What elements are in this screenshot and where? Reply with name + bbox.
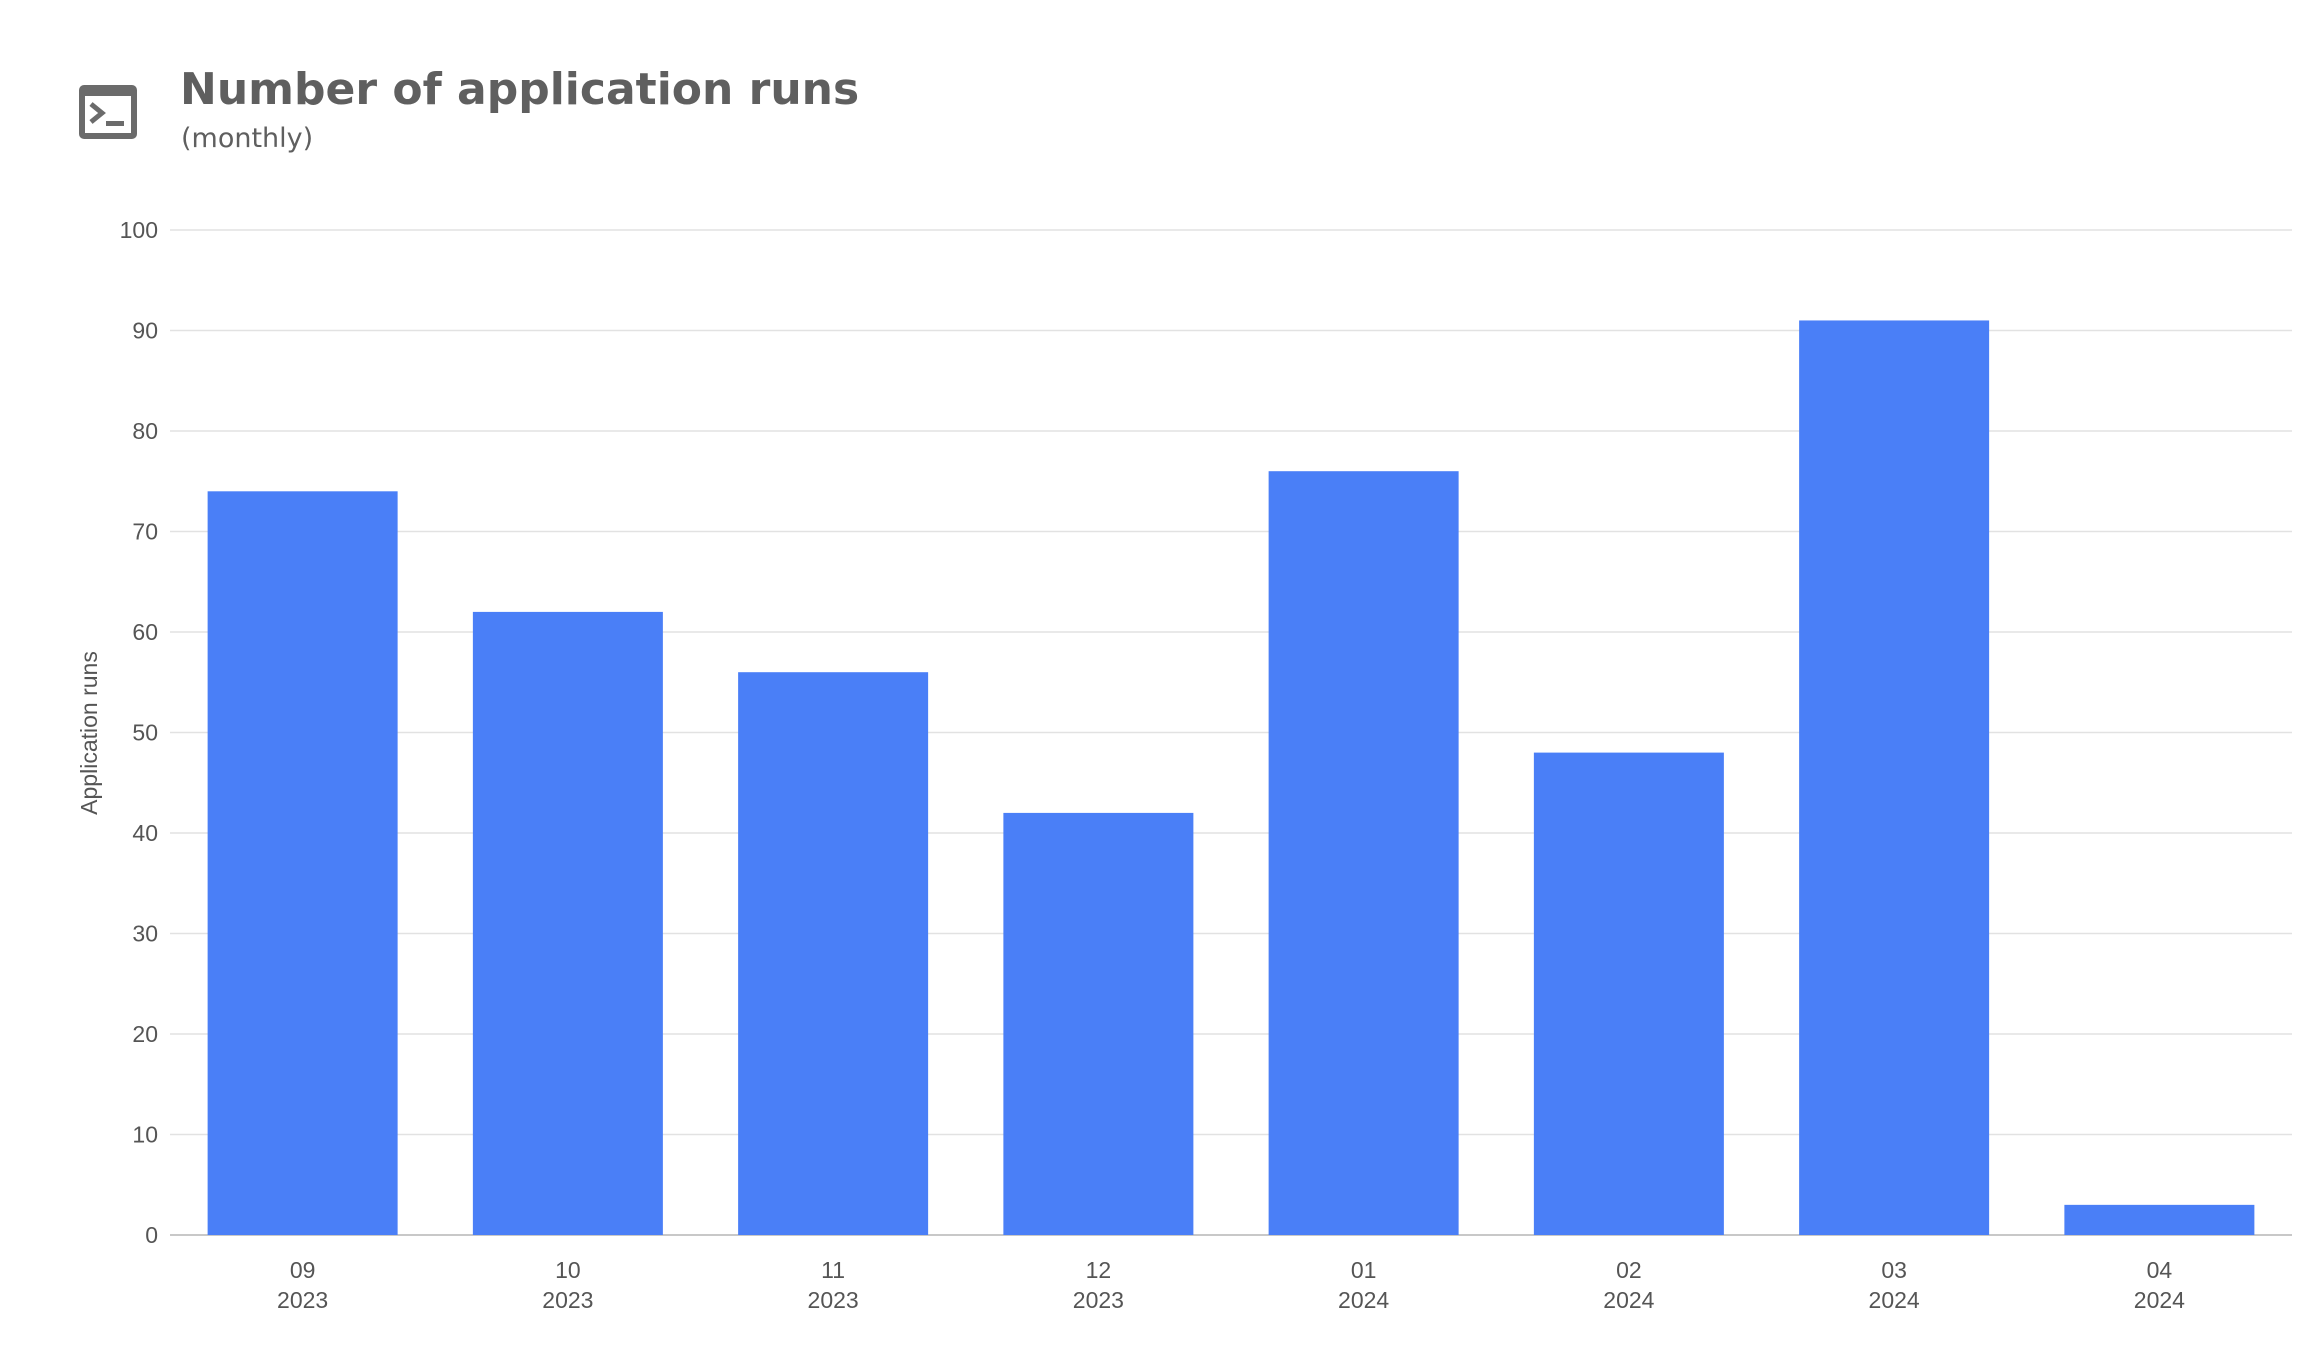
y-tick-label: 80: [132, 418, 158, 444]
bars: [207, 320, 2255, 1235]
y-tick-label: 90: [132, 318, 158, 344]
x-tick-year: 2024: [2134, 1287, 2185, 1313]
x-tick-month: 02: [1616, 1257, 1642, 1283]
x-tick-label: 03 2024: [1869, 1257, 1920, 1313]
x-tick-year: 2023: [277, 1287, 328, 1313]
chart-subtitle: (monthly): [181, 123, 314, 154]
bar: [1003, 812, 1194, 1235]
bar: [1533, 752, 1724, 1235]
x-tick-month: 12: [1086, 1257, 1112, 1283]
bar: [2064, 1204, 2255, 1235]
y-tick-label: 50: [132, 720, 158, 746]
x-axis-ticks: 09 2023 10 2023 11 2023 12 2023 01 2024 02 2024 03 20…: [277, 1257, 2185, 1313]
x-tick-year: 2024: [1603, 1287, 1654, 1313]
y-tick-label: 20: [132, 1021, 158, 1047]
x-tick-month: 04: [2147, 1257, 2173, 1283]
bar: [472, 611, 663, 1235]
y-tick-label: 30: [132, 921, 158, 947]
x-tick-year: 2023: [808, 1287, 859, 1313]
bar: [738, 672, 929, 1235]
chart-title: Number of application runs: [180, 64, 860, 115]
x-tick-label: 09 2023: [277, 1257, 328, 1313]
x-tick-month: 10: [555, 1257, 581, 1283]
y-tick-label: 60: [132, 619, 158, 645]
y-tick-label: 0: [145, 1222, 158, 1248]
x-tick-month: 01: [1351, 1257, 1377, 1283]
y-tick-label: 70: [132, 519, 158, 545]
y-axis-label: Application runs: [76, 651, 102, 815]
x-tick-year: 2023: [1073, 1287, 1124, 1313]
x-tick-label: 02 2024: [1603, 1257, 1654, 1313]
y-tick-label: 10: [132, 1122, 158, 1148]
bar: [207, 491, 398, 1235]
x-tick-month: 11: [821, 1257, 845, 1283]
x-tick-month: 03: [1881, 1257, 1907, 1283]
chart-header: Number of application runs (monthly): [0, 0, 2306, 170]
x-tick-month: 09: [290, 1257, 316, 1283]
y-tick-label: 100: [120, 217, 158, 243]
bar: [1268, 471, 1459, 1235]
terminal-icon: [79, 85, 137, 139]
x-tick-year: 2024: [1338, 1287, 1389, 1313]
x-tick-label: 12 2023: [1073, 1257, 1124, 1313]
x-tick-label: 04 2024: [2134, 1257, 2185, 1313]
x-tick-label: 01 2024: [1338, 1257, 1389, 1313]
y-tick-label: 40: [132, 820, 158, 846]
x-tick-year: 2024: [1869, 1287, 1920, 1313]
bar: [1799, 320, 1990, 1235]
x-tick-label: 11 2023: [808, 1257, 859, 1313]
x-tick-label: 10 2023: [542, 1257, 593, 1313]
y-axis-ticks: 0 10 20 30 40 50 60 70 80 90 100: [120, 217, 158, 1248]
x-tick-year: 2023: [542, 1287, 593, 1313]
